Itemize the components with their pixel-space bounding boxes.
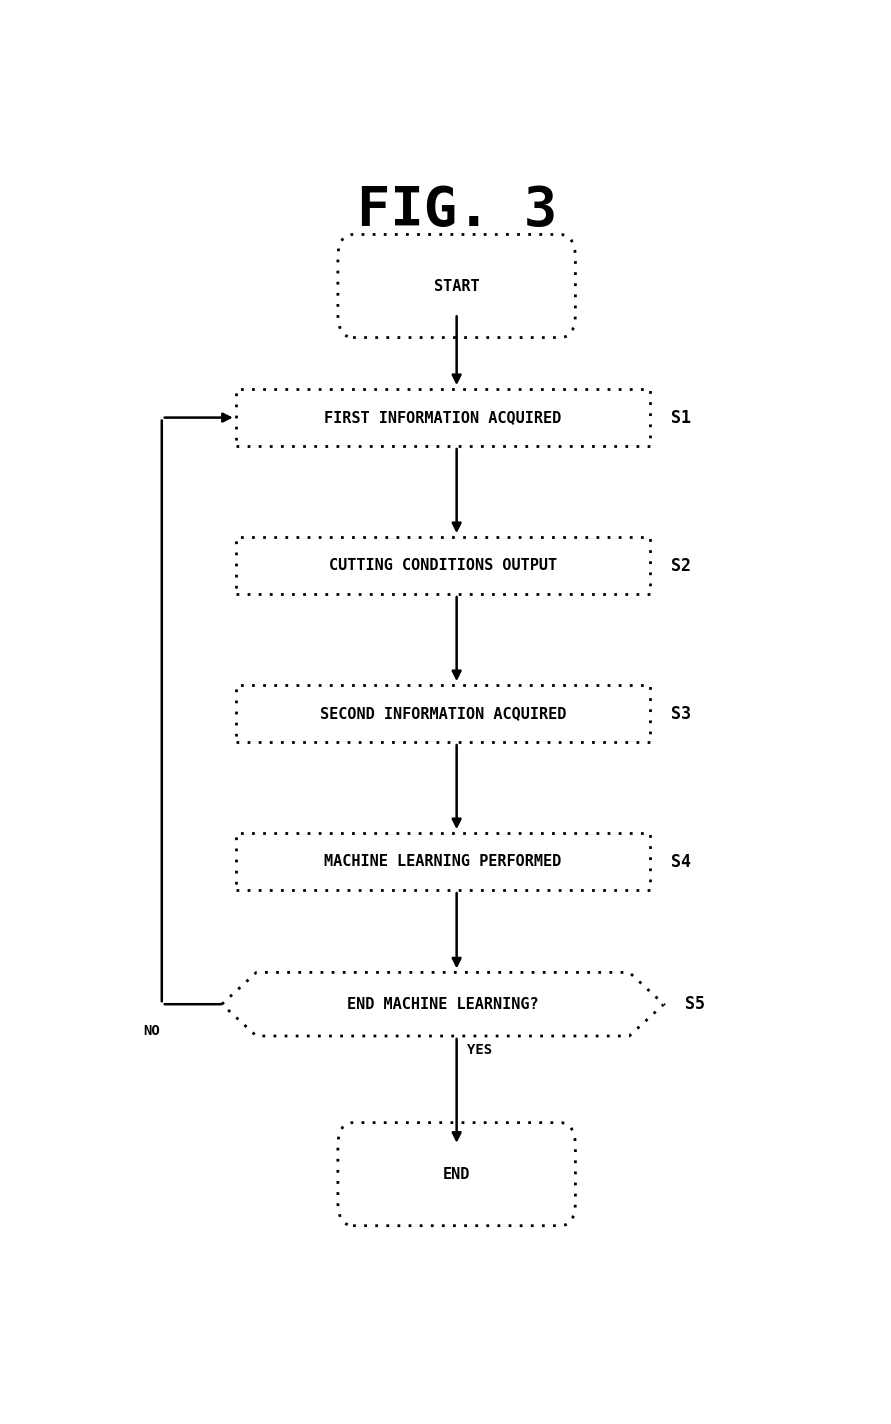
Text: FIRST INFORMATION ACQUIRED: FIRST INFORMATION ACQUIRED (324, 410, 561, 426)
Bar (235, 389, 650, 446)
Text: MACHINE LEARNING PERFORMED: MACHINE LEARNING PERFORMED (324, 854, 561, 869)
FancyBboxPatch shape (338, 235, 576, 337)
Text: START: START (434, 279, 479, 293)
Text: S2: S2 (671, 557, 691, 575)
Text: CUTTING CONDITIONS OUTPUT: CUTTING CONDITIONS OUTPUT (329, 558, 557, 572)
Text: S5: S5 (684, 995, 705, 1014)
Bar (235, 685, 650, 742)
FancyBboxPatch shape (338, 1122, 576, 1226)
Text: YES: YES (467, 1042, 492, 1057)
Text: END: END (443, 1166, 470, 1182)
Text: S1: S1 (671, 409, 691, 427)
Text: SECOND INFORMATION ACQUIRED: SECOND INFORMATION ACQUIRED (320, 706, 566, 721)
Text: NO: NO (143, 1024, 159, 1038)
Polygon shape (222, 973, 664, 1037)
Text: END MACHINE LEARNING?: END MACHINE LEARNING? (347, 997, 539, 1011)
Bar (235, 833, 650, 890)
Text: FIG. 3: FIG. 3 (356, 184, 557, 236)
Text: S3: S3 (671, 705, 691, 722)
Bar (235, 537, 650, 594)
Text: S4: S4 (671, 853, 691, 870)
